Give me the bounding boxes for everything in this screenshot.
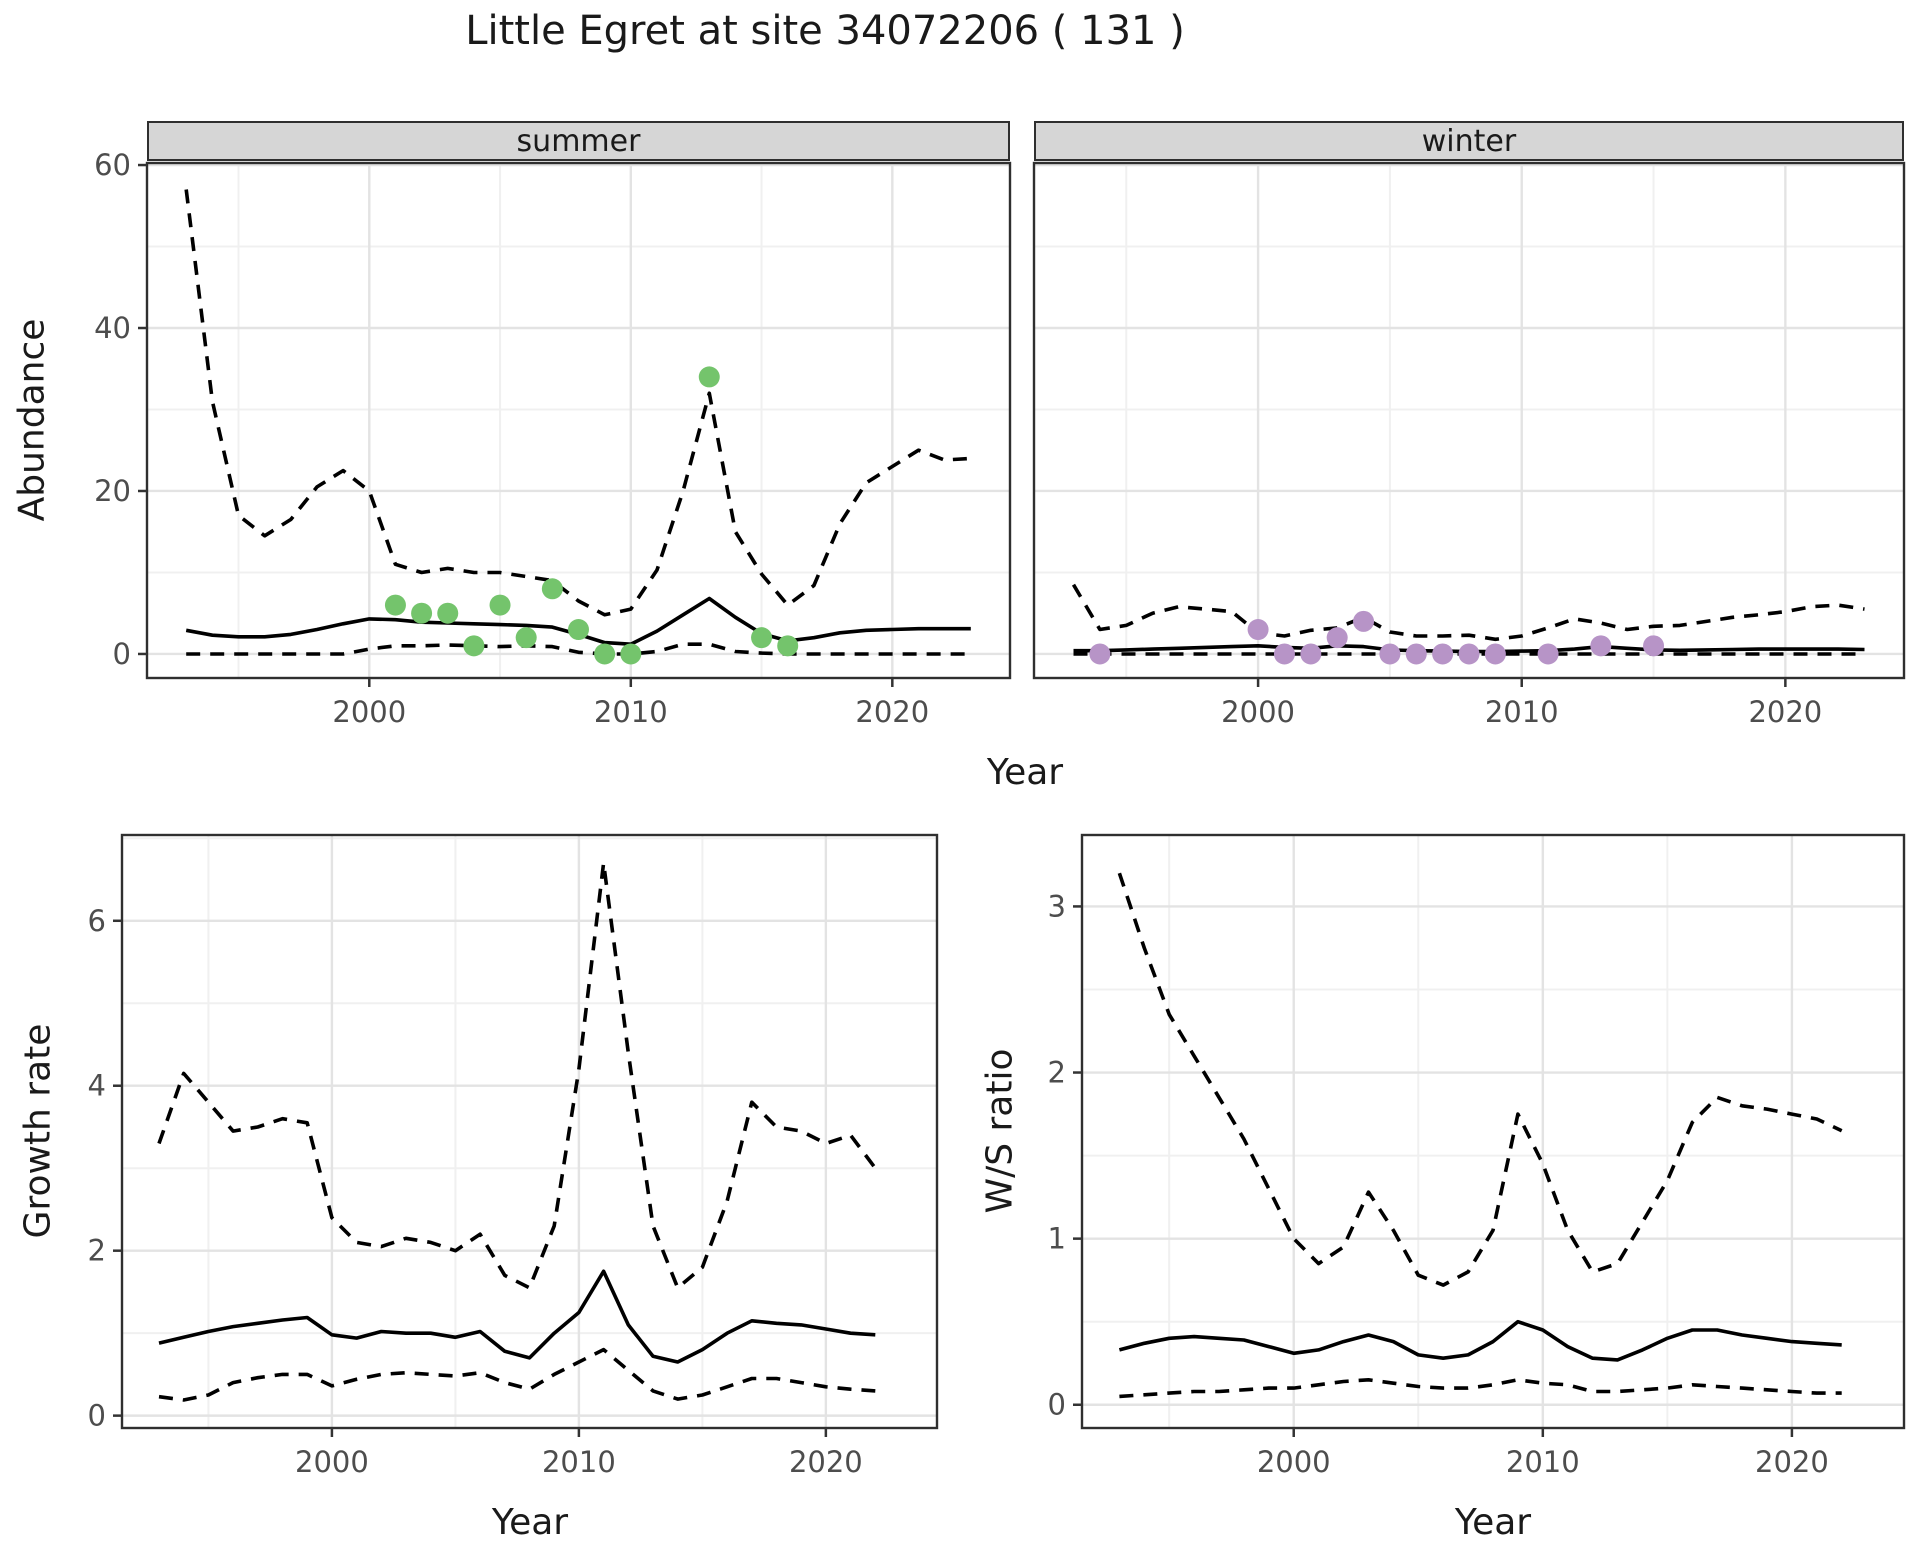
winter-observations-point — [1273, 643, 1295, 665]
winter-observations-point — [1300, 643, 1322, 665]
winter-observations-point — [1458, 643, 1480, 665]
y-tick-label: 2 — [1048, 1056, 1066, 1090]
summer-observations-point — [437, 602, 459, 624]
y-tick-label: 6 — [88, 904, 106, 938]
y-tick-label: 4 — [88, 1069, 106, 1103]
x-tick-label: 2000 — [295, 1445, 369, 1479]
ws-ratio-lower-ci-line — [1119, 1378, 1842, 1399]
ws-ratio-panel-bg — [1082, 835, 1904, 1428]
growth-rate-panel-border — [120, 833, 939, 1430]
y-tick-label: 0 — [1048, 1388, 1066, 1422]
x-tick-label: 2020 — [1755, 1445, 1829, 1479]
winter-observations-point — [1379, 643, 1401, 665]
y-tick-label: 2 — [88, 1234, 106, 1268]
abundance-winter-upper-ci-line — [1071, 583, 1865, 642]
winter-observations-point — [1432, 643, 1454, 665]
summer-observations-point — [463, 635, 485, 657]
x-tick-label: 2000 — [332, 695, 406, 729]
x-axis-title-year-bottom-right: Year — [1454, 1502, 1532, 1543]
abundance-winter-panel-border — [1032, 161, 1906, 680]
x-tick-label: 2010 — [542, 1445, 616, 1479]
facet-strip-summer: summer — [147, 121, 1010, 161]
summer-observations-point — [620, 643, 642, 665]
winter-observations-point — [1326, 627, 1348, 649]
x-tick-label: 2000 — [1257, 1445, 1331, 1479]
summer-observations-point — [384, 594, 406, 616]
x-tick-label: 2020 — [1748, 695, 1822, 729]
winter-observations-point — [1353, 610, 1375, 632]
x-tick-label: 2010 — [1485, 695, 1559, 729]
y-tick-label: 60 — [94, 148, 131, 182]
ws-ratio-panel-border — [1080, 833, 1906, 1430]
x-tick-label: 2010 — [594, 695, 668, 729]
ws-ratio-upper-ci-line — [1117, 872, 1843, 1287]
winter-observations-point — [1643, 635, 1665, 657]
ws-ratio-fitted-line — [1118, 1319, 1842, 1362]
y-axis-title-growth-rate: Growth rate — [17, 1023, 59, 1239]
summer-observations-point — [489, 594, 511, 616]
winter-observations-point — [1405, 643, 1427, 665]
facet-strip-winter: winter — [1034, 121, 1904, 161]
y-tick-label: 20 — [94, 474, 131, 508]
growth-rate-fitted-line — [158, 1269, 876, 1364]
chart-title: Little Egret at site 34072206 ( 131 ) — [465, 8, 1185, 54]
abundance-summer-panel-border — [145, 161, 1012, 680]
summer-observations-point — [594, 643, 616, 665]
abundance-winter-panel-bg — [1034, 163, 1904, 678]
abundance-summer-upper-ci-line — [184, 189, 971, 617]
y-axis-title-ws-ratio: W/S ratio — [979, 1048, 1021, 1214]
x-tick-label: 2000 — [1221, 695, 1295, 729]
summer-observations-point — [541, 578, 563, 600]
x-axis-title-year-bottom-left: Year — [491, 1502, 569, 1543]
growth-rate-lower-ci-line — [158, 1347, 876, 1402]
winter-observations-point — [1484, 643, 1506, 665]
abundance-summer-panel-bg — [147, 163, 1010, 678]
facet-strip-winter-label: winter — [1421, 123, 1517, 159]
summer-observations-point — [751, 627, 773, 649]
winter-observations-point — [1590, 635, 1612, 657]
summer-observations-point — [777, 635, 799, 657]
winter-observations-point — [1247, 619, 1269, 641]
growth-rate-panel-bg — [122, 835, 937, 1428]
x-tick-label: 2020 — [789, 1445, 863, 1479]
y-tick-label: 1 — [1048, 1222, 1066, 1256]
abundance-summer-lower-ci-line — [186, 642, 971, 656]
summer-observations-point — [698, 366, 720, 388]
summer-observations-point — [568, 619, 589, 641]
winter-observations-point — [1537, 643, 1559, 665]
summer-observations-point — [411, 602, 433, 624]
y-axis-title-abundance: Abundance — [11, 318, 53, 522]
x-tick-label: 2010 — [1506, 1445, 1580, 1479]
winter-observations-point — [1089, 643, 1111, 665]
x-axis-title-year-top: Year — [986, 752, 1064, 793]
x-tick-label: 2020 — [855, 695, 929, 729]
y-tick-label: 40 — [94, 311, 131, 345]
summer-observations-point — [515, 627, 537, 649]
growth-rate-upper-ci-line — [157, 861, 877, 1290]
y-tick-label: 0 — [88, 1399, 106, 1433]
y-tick-label: 3 — [1048, 889, 1066, 923]
y-tick-label: 0 — [113, 637, 131, 671]
facet-strip-summer-label: summer — [516, 123, 641, 159]
